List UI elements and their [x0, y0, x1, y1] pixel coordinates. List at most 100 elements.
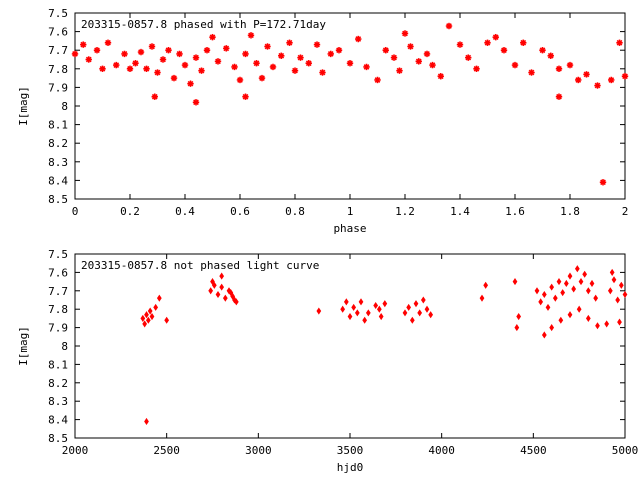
chart-2-data-point: [549, 324, 555, 332]
chart-1-data-point: [269, 63, 277, 71]
chart-2-data-point: [552, 294, 558, 302]
chart-2-plot-frame: [74, 253, 626, 439]
chart-1-data-point: [85, 56, 92, 63]
chart-1-x-tick-label: 1.8: [560, 205, 580, 218]
chart-1-data-point: [520, 39, 527, 46]
chart-1-data-point: [429, 61, 436, 69]
chart-2-data-point: [595, 322, 600, 330]
chart-2-data-point: [618, 281, 624, 289]
chart-2-data-point: [424, 305, 430, 313]
chart-2-data-point: [617, 318, 622, 326]
chart-1-data-point: [346, 60, 354, 67]
chart-2-data-point: [343, 298, 349, 306]
chart-2-data-point: [428, 311, 434, 319]
chart-2-y-tick-label: 8.2: [48, 377, 68, 390]
chart-1-data-point: [143, 65, 150, 73]
chart-2-data-point: [622, 290, 628, 299]
chart-1-data-point: [327, 50, 334, 58]
chart-1-data-point: [209, 33, 216, 41]
chart-2-x-tick-label: 2500: [153, 444, 180, 457]
chart-2-data-point: [219, 283, 225, 291]
chart-1-y-tick-label: 8.4: [48, 174, 68, 187]
chart-1-data-point: [319, 69, 326, 76]
chart-1-data-point: [71, 50, 79, 58]
chart-2-data-point: [210, 278, 215, 286]
chart-1-data-point: [583, 71, 590, 78]
chart-2-data-point: [604, 320, 610, 328]
chart-1-data-point: [198, 67, 205, 74]
chart-1-data-point: [148, 43, 156, 50]
chart-2-data-point: [354, 309, 360, 317]
chart-2-data-point: [615, 296, 621, 304]
chart-2-data-point: [545, 303, 551, 311]
chart-1-x-axis-title: phase: [333, 222, 366, 235]
chart-1-data-point: [547, 52, 554, 59]
chart-1-data-point: [286, 39, 293, 46]
chart-2-data-point: [219, 272, 225, 280]
chart-2-data-point: [413, 300, 419, 308]
chart-2-y-tick-label: 7.7: [48, 285, 68, 298]
chart-2-data-point: [316, 307, 322, 315]
chart-1-y-tick-label: 8: [61, 100, 68, 113]
chart-1-data-point: [264, 43, 271, 50]
chart-1-y-tick-label: 8.3: [48, 156, 68, 169]
chart-2-data-point: [409, 316, 415, 324]
chart-2-data-point: [567, 311, 573, 319]
chart-2-x-tick-label: 2000: [62, 444, 89, 457]
chart-2-data-point: [362, 316, 368, 324]
chart-1-data-point: [104, 39, 112, 46]
chart-1-data-point: [214, 58, 222, 65]
chart-2-data-point: [558, 316, 564, 324]
chart-1-data-point: [599, 179, 607, 186]
chart-1-data-point: [165, 47, 172, 54]
chart-2-data-point: [382, 300, 388, 308]
chart-2-y-tick-label: 8.1: [48, 358, 68, 371]
chart-2-data-point: [402, 309, 408, 317]
chart-1-data-point: [594, 82, 601, 89]
chart-1-data-point: [484, 39, 491, 46]
chart-1-data-point: [247, 32, 255, 39]
chart-1-data-point: [608, 76, 615, 84]
chart-2-data-point: [574, 265, 580, 273]
chart-1-data-point: [313, 41, 321, 48]
chart-2-data-point: [144, 311, 149, 319]
chart-2-data-point: [373, 301, 379, 310]
chart-2-y-axis-title: I[mag]: [17, 326, 30, 366]
chart-1-data-point: [176, 50, 183, 58]
chart-2-data-point: [483, 281, 489, 289]
chart-1-data-point: [154, 69, 161, 76]
chart-2-data-point: [512, 278, 518, 286]
chart-1-data-point: [137, 48, 145, 56]
chart-1-data-point: [192, 99, 200, 106]
chart-1-data-point: [335, 47, 343, 54]
chart-2-data-point: [593, 294, 599, 302]
chart-1-data-point: [500, 47, 508, 54]
chart-1-y-tick-label: 8.1: [48, 119, 68, 132]
chart-1-data-point: [278, 52, 285, 59]
chart-1-data-point: [539, 47, 546, 54]
chart-1-data-point: [566, 61, 574, 69]
chart-2-data-point: [585, 287, 591, 295]
chart-1-x-tick-label: 1.4: [450, 205, 470, 218]
chart-1-data-point: [203, 47, 211, 54]
chart-2-data-point: [479, 294, 485, 302]
chart-2-data-point: [228, 289, 234, 297]
chart-2-data-point: [576, 305, 582, 313]
chart-1-data-point: [93, 47, 101, 54]
chart-1-data-point: [159, 56, 167, 63]
chart-2-data-point: [582, 270, 588, 278]
chart-2-data-point: [589, 279, 595, 287]
chart-1-data-point: [181, 61, 189, 69]
chart-1-data-point: [291, 67, 299, 74]
chart-2-data-point: [215, 290, 221, 299]
chart-1-x-tick-label: 0.4: [175, 205, 195, 218]
chart-1-data-point: [192, 54, 200, 61]
chart-2-data-point: [232, 296, 237, 304]
chart-1-x-tick-label: 0.8: [285, 205, 305, 218]
chart-1-data-point: [305, 60, 312, 67]
chart-1-data-point: [456, 41, 464, 48]
chart-1-data-point: [363, 63, 370, 71]
chart-1-data-point: [170, 74, 178, 82]
chart-1-data-point: [423, 50, 431, 58]
